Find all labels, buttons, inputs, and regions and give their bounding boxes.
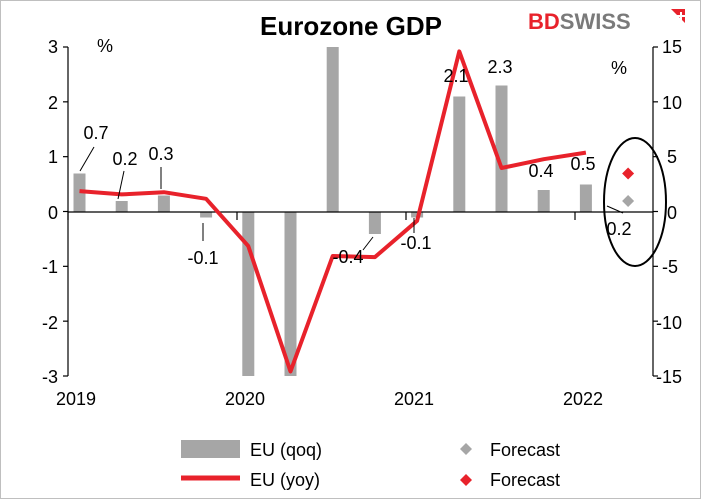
- qoq-bar: [284, 212, 297, 376]
- right-tick-label: -10: [656, 313, 682, 333]
- logo-text: BDSWISS: [528, 9, 631, 34]
- legend-swatch-bar: [181, 440, 240, 458]
- x-axis-ticks: [67, 212, 576, 220]
- data-label: -0.4: [332, 247, 363, 267]
- leader-line: [606, 205, 624, 214]
- data-label: 0.2: [606, 219, 631, 239]
- data-label: 0.5: [570, 154, 595, 174]
- right-tick-label: 10: [662, 93, 682, 113]
- right-tick-label: 15: [662, 37, 682, 57]
- leader-line: [362, 236, 374, 251]
- right-tick-label: -5: [662, 257, 678, 277]
- left-tick-label: -2: [42, 313, 58, 333]
- left-axis-ticks: [63, 46, 68, 377]
- right-tick-label: 0: [667, 203, 677, 223]
- legend-diamond-icon: [460, 474, 472, 486]
- logo-swiss: SWISS: [560, 9, 631, 34]
- qoq-bar: [326, 47, 339, 212]
- legend-label: EU (qoq): [250, 440, 322, 460]
- logo-bd: BD: [528, 9, 560, 34]
- left-tick-label: 3: [48, 37, 58, 57]
- x-tick-label: 2019: [56, 389, 96, 409]
- left-tick-label: -3: [42, 367, 58, 387]
- legend-label: Forecast: [490, 470, 560, 490]
- left-tick-label: 1: [48, 147, 58, 167]
- forecast-yoy-marker: [622, 167, 635, 180]
- bdswiss-logo: BDSWISS: [528, 9, 685, 34]
- qoq-bar: [453, 96, 466, 212]
- x-tick-label: 2021: [394, 389, 434, 409]
- left-tick-label: -1: [42, 257, 58, 277]
- legend-diamond-icon: [460, 443, 472, 455]
- data-label: 2.3: [487, 57, 512, 77]
- left-tick-label: 0: [48, 203, 58, 223]
- right-tick-label: -15: [656, 367, 682, 387]
- leader-line: [117, 170, 125, 200]
- left-axis-unit: %: [97, 36, 113, 56]
- qoq-bar: [579, 184, 592, 212]
- qoq-bar: [537, 190, 550, 212]
- forecast-highlight-ellipse: [603, 137, 667, 267]
- data-label: -0.1: [400, 233, 431, 253]
- legend-label: Forecast: [490, 440, 560, 460]
- qoq-bar: [242, 212, 255, 376]
- qoq-bar: [157, 195, 170, 212]
- qoq-bar: [200, 212, 213, 218]
- leader-line: [79, 146, 95, 172]
- forecast-markers: [622, 167, 635, 207]
- data-label: -0.1: [187, 248, 218, 268]
- data-label: 0.7: [83, 123, 108, 143]
- yoy-line: [79, 49, 587, 374]
- data-label: 0.2: [112, 149, 137, 169]
- qoq-bar: [115, 201, 128, 212]
- x-tick-label: 2020: [225, 389, 265, 409]
- data-label: 0.3: [148, 144, 173, 164]
- forecast-qoq-marker: [622, 195, 635, 207]
- chart-title: Eurozone GDP: [260, 11, 442, 41]
- qoq-bar: [495, 85, 508, 212]
- data-label: 2.1: [443, 66, 468, 86]
- legend: EU (qoq) EU (yoy) Forecast Forecast: [181, 440, 560, 490]
- right-axis-ticks: [653, 46, 658, 377]
- legend-label: EU (yoy): [250, 470, 320, 490]
- qoq-bar: [368, 212, 381, 234]
- data-label: 0.4: [528, 161, 553, 181]
- label-leaders: [79, 146, 624, 251]
- x-tick-label: 2022: [563, 389, 603, 409]
- right-tick-label: 5: [667, 147, 677, 167]
- right-axis-unit: %: [611, 58, 627, 78]
- left-tick-label: 2: [48, 93, 58, 113]
